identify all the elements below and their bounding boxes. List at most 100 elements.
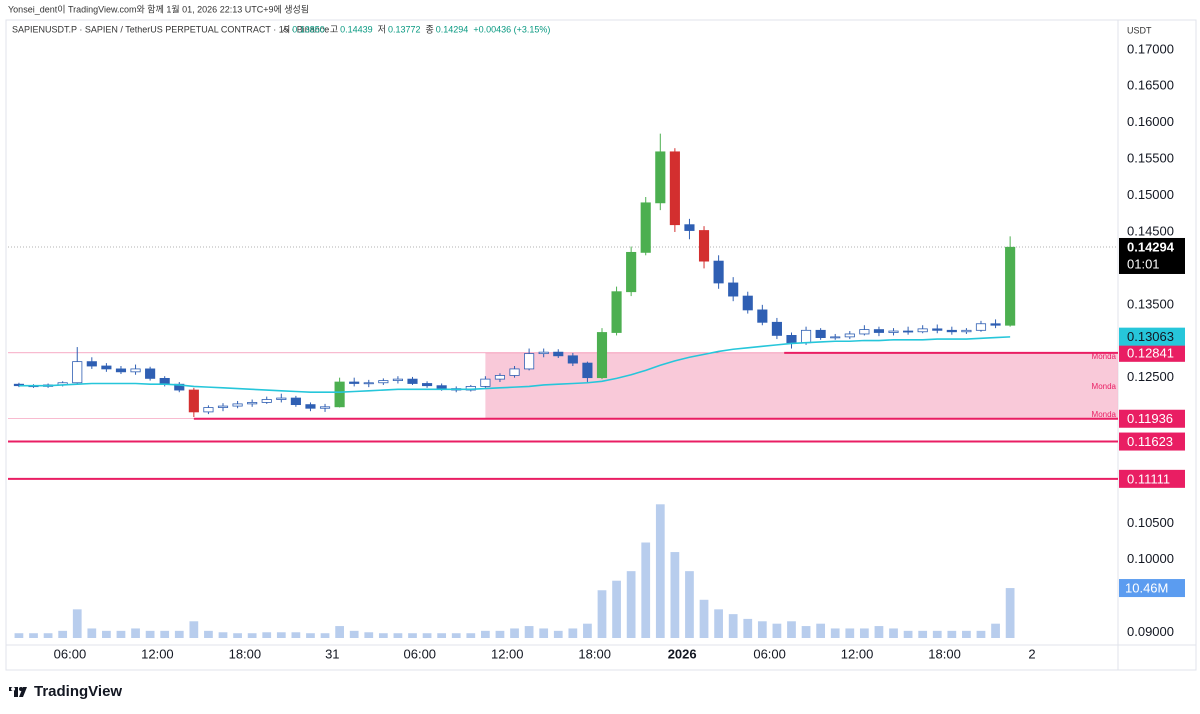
level-box bbox=[1119, 409, 1185, 428]
volume-bar bbox=[976, 630, 986, 638]
candle-body bbox=[640, 202, 651, 253]
candle-body bbox=[334, 381, 345, 408]
volume-bar bbox=[495, 630, 505, 638]
volume-bar bbox=[335, 626, 344, 638]
volume-bar bbox=[276, 632, 286, 638]
volume-bar bbox=[437, 633, 447, 638]
volume-bar bbox=[845, 628, 855, 638]
candle-body bbox=[669, 151, 680, 226]
candle-body bbox=[524, 353, 535, 370]
candle-body bbox=[786, 335, 797, 344]
level-label: 0.11936 bbox=[1127, 411, 1173, 426]
candle-body bbox=[130, 368, 141, 373]
y-tick-label: 0.09000 bbox=[1127, 624, 1174, 639]
volume-bar bbox=[189, 621, 199, 638]
y-tick-label: 0.14500 bbox=[1127, 223, 1174, 238]
candle-body bbox=[800, 329, 812, 344]
ohlc-value: 0.13772 bbox=[388, 24, 421, 34]
candle-body bbox=[873, 329, 885, 333]
volume-bar bbox=[947, 630, 957, 638]
candle-body bbox=[684, 224, 695, 231]
candle-body bbox=[115, 368, 127, 373]
volume-box bbox=[1119, 579, 1185, 598]
candle-body bbox=[349, 381, 360, 384]
level-box bbox=[1119, 343, 1185, 362]
volume-bar bbox=[58, 630, 68, 638]
frame bbox=[5, 19, 1197, 671]
volume-bar bbox=[932, 630, 942, 638]
candle-body bbox=[771, 321, 782, 336]
y-tick-label: 0.16000 bbox=[1127, 114, 1174, 129]
x-tick-label: 2 bbox=[1028, 646, 1035, 661]
candle-body bbox=[188, 389, 199, 413]
ohlc-key: 종 bbox=[425, 24, 433, 34]
candle-body bbox=[422, 383, 433, 387]
logo bbox=[9, 687, 27, 697]
x-tick-label: 12:00 bbox=[491, 646, 524, 661]
zone-label: Monda bbox=[1092, 352, 1117, 361]
candle-body bbox=[567, 355, 578, 364]
volume-bar bbox=[583, 623, 592, 638]
candle-body bbox=[290, 397, 301, 406]
candle-body bbox=[815, 329, 826, 338]
candle-body bbox=[378, 380, 389, 384]
volume-bar bbox=[641, 542, 651, 638]
y-tick-label: 0.12500 bbox=[1127, 369, 1174, 384]
volume-bar bbox=[1005, 588, 1015, 638]
y-tick-label: 0.15500 bbox=[1127, 151, 1174, 166]
volume-bar bbox=[29, 633, 38, 638]
volume-bar bbox=[670, 552, 680, 638]
brand: TradingView bbox=[34, 683, 122, 700]
candle-body bbox=[757, 309, 768, 323]
candle-body bbox=[946, 329, 957, 333]
volume-bar bbox=[408, 633, 417, 638]
ohlc-value: 0.14439 bbox=[340, 24, 373, 34]
candle-body bbox=[830, 336, 841, 339]
candle-body bbox=[509, 368, 520, 376]
ohlc-key: 저 bbox=[378, 24, 386, 34]
volume-bar bbox=[801, 626, 811, 638]
change: +0.00436 (+3.15%) bbox=[473, 24, 550, 34]
volume-bar bbox=[510, 628, 519, 638]
volume-bar bbox=[306, 633, 315, 638]
volume-bar bbox=[714, 609, 723, 638]
volume-bar bbox=[787, 621, 796, 638]
volume-label: 10.46M bbox=[1125, 580, 1168, 595]
volume-bar bbox=[481, 630, 490, 638]
ohlc-value: 0.14294 bbox=[436, 24, 469, 34]
volume-bar bbox=[728, 614, 738, 638]
zone bbox=[485, 352, 1119, 419]
level-label: 0.12841 bbox=[1127, 345, 1174, 360]
volume-bar bbox=[918, 630, 928, 638]
y-tick-label: 0.17000 bbox=[1127, 41, 1174, 56]
volume-bar bbox=[262, 632, 272, 638]
candle-body bbox=[553, 351, 564, 357]
candle-body bbox=[888, 330, 899, 333]
volume-bar bbox=[612, 580, 621, 638]
symbol: SAPIENUSDT.P · SAPIEN / TetherUS PERPETU… bbox=[12, 24, 329, 34]
volume-bar bbox=[131, 628, 140, 638]
volume-bar bbox=[889, 628, 898, 638]
x-tick-label: 18:00 bbox=[229, 646, 262, 661]
candle-body bbox=[86, 361, 97, 367]
y-tick-label: 0.13500 bbox=[1127, 296, 1174, 311]
candle-body bbox=[305, 404, 316, 409]
moving-average bbox=[18, 336, 1011, 394]
candle-body bbox=[203, 407, 214, 413]
volume-bar bbox=[539, 628, 549, 638]
volume-bar bbox=[553, 630, 563, 638]
volume-bar bbox=[422, 633, 432, 638]
candle-body bbox=[975, 323, 987, 331]
candle-body bbox=[903, 330, 914, 333]
volume-bar bbox=[204, 630, 213, 638]
volume-bar bbox=[451, 633, 461, 638]
volume-bar bbox=[757, 621, 767, 638]
volume-bar bbox=[524, 626, 534, 638]
ma-label: 0.13063 bbox=[1127, 329, 1174, 344]
candle-body bbox=[859, 329, 870, 335]
candle-body bbox=[407, 378, 418, 384]
volume-bar bbox=[626, 571, 636, 638]
candle-body bbox=[596, 332, 608, 379]
volume-bar bbox=[466, 633, 476, 638]
